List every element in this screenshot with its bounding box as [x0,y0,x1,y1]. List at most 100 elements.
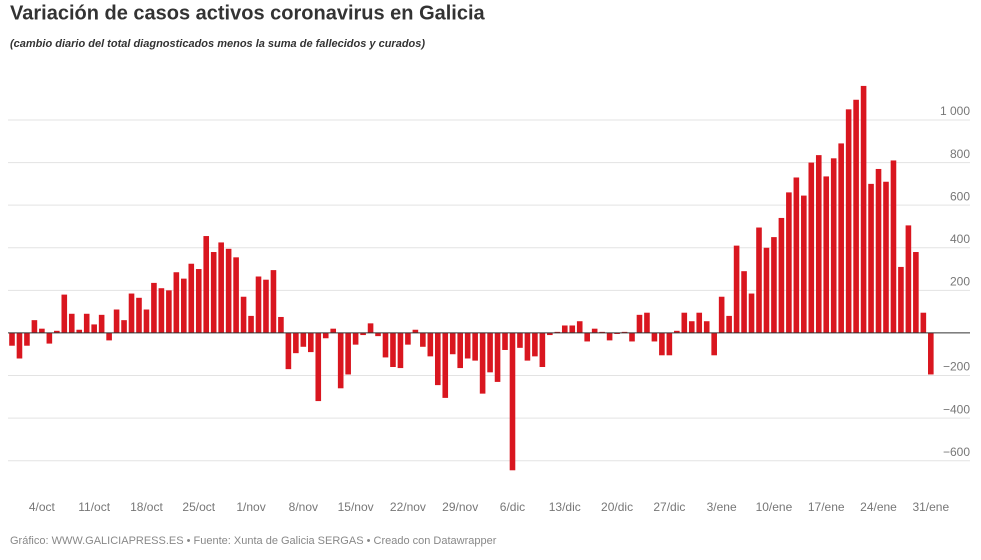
bar [636,314,643,333]
bar [561,325,568,333]
bar [352,332,359,345]
bar [494,332,501,382]
bar [629,332,635,342]
bar [46,332,53,344]
bar [375,332,381,337]
bar [674,330,680,333]
bar [614,332,620,335]
bar [233,257,239,333]
bar [928,332,934,375]
bar [756,227,762,333]
bar [136,297,142,333]
bar [308,332,314,353]
bar [599,331,605,333]
bar [166,290,172,333]
bar [472,332,478,361]
bar [741,271,747,333]
bar [210,252,217,333]
bar [786,192,792,333]
bar [875,168,882,333]
bar [868,183,874,333]
y-tick-label: 600 [950,189,970,203]
bar [681,312,688,333]
bar [860,85,867,333]
bar [532,332,538,357]
bar [606,332,613,341]
bar [898,266,904,333]
bar [9,332,15,346]
bar [195,269,202,333]
bar [778,217,785,333]
bar [330,328,337,333]
y-tick-label: 1 000 [940,104,970,118]
bar [442,332,449,398]
y-tick-label: 400 [950,232,970,246]
bar [322,332,329,339]
bar [151,282,157,333]
x-tick-label: 22/nov [390,500,426,514]
y-tick-label: −400 [943,402,970,416]
bar [890,160,897,333]
bar [576,321,583,333]
bar [83,313,90,333]
bar [420,332,426,347]
bar [509,332,516,471]
bar [434,332,441,386]
bar [554,331,561,333]
x-tick-label: 27/dic [653,500,685,514]
bar [464,332,471,359]
bar [539,332,546,368]
bar [427,332,434,357]
bar [121,320,127,333]
x-tick-label: 6/dic [500,500,525,514]
bar [883,181,889,333]
bar [315,332,322,402]
bar [651,332,658,342]
x-tick-label: 4/oct [29,500,56,514]
bar [68,313,75,333]
bar [502,332,508,350]
x-tick-label: 31/ene [912,500,949,514]
bar [808,162,815,333]
bar [345,332,351,375]
bar [838,143,844,333]
bar [263,279,269,333]
bar [360,332,366,336]
bar [128,293,135,333]
bar [300,332,307,347]
bar [390,332,396,368]
bar [696,312,703,333]
bar [143,309,150,333]
bar [718,296,725,333]
bar [270,270,277,333]
bar [920,312,927,333]
x-tick-label: 3/ene [707,500,737,514]
bar [763,247,770,333]
x-tick-label: 15/nov [338,500,374,514]
bar [830,158,837,333]
x-tick-label: 25/oct [182,500,215,514]
chart-subtitle: (cambio diario del total diagnosticados … [10,38,425,50]
x-tick-label: 17/ene [808,500,845,514]
bar [517,332,523,348]
bar [203,236,210,333]
x-tick-label: 20/dic [601,500,633,514]
bar [547,332,553,336]
bar [181,278,187,333]
bar [591,328,598,333]
bar [771,237,777,333]
bar [255,276,262,333]
chart-footer: Gráfico: WWW.GALICIAPRESS.ES • Fuente: X… [10,535,497,547]
y-tick-label: 200 [950,275,970,289]
bar [748,293,755,333]
bar [76,329,83,333]
bar [278,316,284,333]
bar [106,332,112,341]
x-tick-label: 18/oct [130,500,163,514]
bar [801,195,807,333]
bar [113,309,120,333]
x-tick-label: 29/nov [442,500,478,514]
x-tick-label: 11/oct [78,500,110,514]
bar [823,176,830,333]
